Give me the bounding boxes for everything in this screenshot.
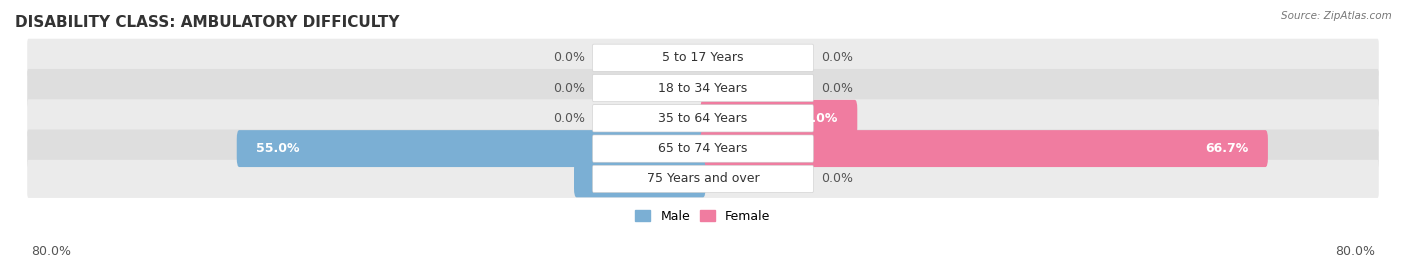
Text: 0.0%: 0.0% [821,172,853,185]
FancyBboxPatch shape [592,75,814,102]
Text: 66.7%: 66.7% [1205,142,1249,155]
Text: 35 to 64 Years: 35 to 64 Years [658,112,748,125]
Text: DISABILITY CLASS: AMBULATORY DIFFICULTY: DISABILITY CLASS: AMBULATORY DIFFICULTY [15,15,399,30]
Text: 18 to 34 Years: 18 to 34 Years [658,82,748,95]
FancyBboxPatch shape [592,165,814,193]
Text: 18.0%: 18.0% [794,112,838,125]
Text: 0.0%: 0.0% [553,112,585,125]
FancyBboxPatch shape [700,130,1268,167]
FancyBboxPatch shape [27,160,1379,198]
Text: 75 Years and over: 75 Years and over [647,172,759,185]
FancyBboxPatch shape [27,99,1379,137]
Text: 0.0%: 0.0% [553,82,585,95]
FancyBboxPatch shape [27,130,1379,168]
FancyBboxPatch shape [592,44,814,71]
FancyBboxPatch shape [574,160,706,197]
FancyBboxPatch shape [27,69,1379,107]
Text: 65 to 74 Years: 65 to 74 Years [658,142,748,155]
Text: 80.0%: 80.0% [31,245,70,258]
Legend: Male, Female: Male, Female [630,205,776,228]
Text: Source: ZipAtlas.com: Source: ZipAtlas.com [1281,11,1392,21]
Text: 80.0%: 80.0% [1336,245,1375,258]
FancyBboxPatch shape [27,39,1379,77]
FancyBboxPatch shape [236,130,706,167]
Text: 15.0%: 15.0% [593,172,637,185]
Text: 55.0%: 55.0% [256,142,299,155]
Text: 5 to 17 Years: 5 to 17 Years [662,51,744,64]
FancyBboxPatch shape [592,105,814,132]
FancyBboxPatch shape [700,100,858,137]
Text: 0.0%: 0.0% [821,51,853,64]
FancyBboxPatch shape [592,135,814,162]
Text: 0.0%: 0.0% [553,51,585,64]
Text: 0.0%: 0.0% [821,82,853,95]
